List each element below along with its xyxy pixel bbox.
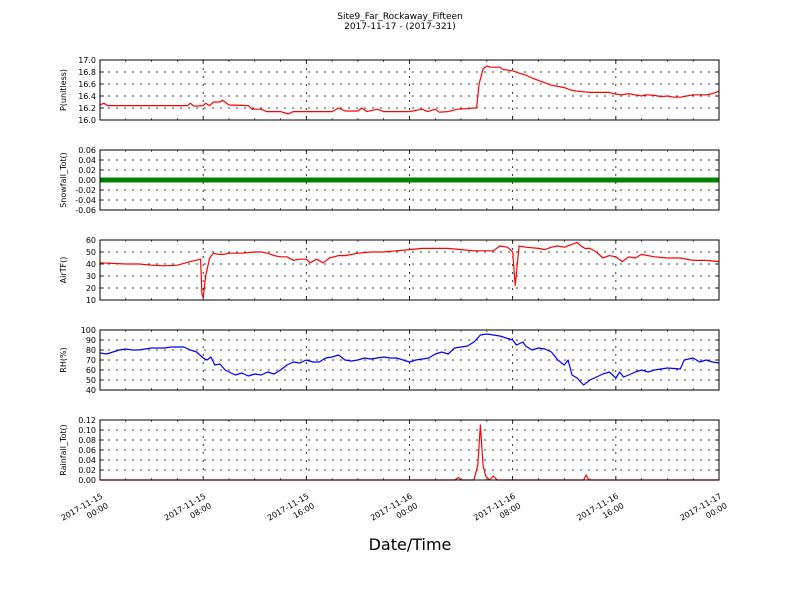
panel-frame bbox=[99, 419, 720, 481]
y-tick-label: 0.04 bbox=[78, 156, 96, 165]
y-axis-label: Rainfall_Tot() bbox=[59, 424, 68, 476]
y-tick-label: 0.02 bbox=[78, 166, 96, 175]
y-tick-label: 16.8 bbox=[78, 68, 96, 77]
panel-2: 10 20 30 40 50 60 AirTF() bbox=[59, 236, 720, 305]
panel-1: -0.06-0.04-0.020.000.020.040.06 Snowfall_… bbox=[59, 146, 720, 215]
y-tick-label: 0.02 bbox=[78, 466, 96, 475]
y-tick-label: -0.06 bbox=[75, 206, 96, 215]
y-tick-label: 0.06 bbox=[78, 146, 96, 155]
y-axis-label: Snowfall_Tot() bbox=[59, 152, 68, 208]
panel-4: 0.000.020.040.060.080.100.12 Rainfall_Tot… bbox=[59, 416, 720, 485]
y-tick-label: 16.6 bbox=[78, 80, 96, 89]
panel-frame bbox=[99, 329, 720, 391]
series-line-0 bbox=[99, 333, 720, 386]
panel-frame bbox=[99, 239, 720, 301]
y-tick-label: -0.04 bbox=[75, 196, 96, 205]
y-tick-label: 70 bbox=[86, 356, 96, 365]
y-tick-label: 100 bbox=[81, 326, 96, 335]
y-tick-label: 60 bbox=[86, 236, 96, 245]
y-tick-label: 0.00 bbox=[78, 476, 96, 485]
y-tick-label: 0.12 bbox=[78, 416, 96, 425]
figure-title-line1: Site9_Far_Rockaway_Fifteen bbox=[337, 12, 463, 22]
y-tick-label: 0.04 bbox=[78, 456, 96, 465]
y-tick-label: 80 bbox=[86, 346, 96, 355]
y-tick-label: 0.06 bbox=[78, 446, 96, 455]
y-tick-label: 40 bbox=[86, 386, 96, 395]
y-tick-label: 50 bbox=[86, 248, 96, 257]
y-tick-label: 16.2 bbox=[78, 104, 96, 113]
series-line-0 bbox=[99, 241, 720, 299]
y-tick-label: 16.4 bbox=[78, 92, 96, 101]
y-axis-label: P(unitless) bbox=[59, 69, 68, 111]
y-tick-label: 90 bbox=[86, 336, 96, 345]
y-tick-label: 0.08 bbox=[78, 436, 96, 445]
y-tick-label: 60 bbox=[86, 366, 96, 375]
y-tick-label: 16.0 bbox=[78, 116, 96, 125]
y-axis-label: AirTF() bbox=[59, 257, 68, 284]
chart-panels: 16.0 16.2 16.4 16.6 16.8 17.0 P(unitless) -0.06… bbox=[59, 56, 720, 485]
panel-0: 16.0 16.2 16.4 16.6 16.8 17.0 P(unitless) bbox=[59, 56, 720, 125]
y-tick-label: 40 bbox=[86, 260, 96, 269]
y-axis-label: RH(%) bbox=[59, 347, 68, 372]
y-tick-label: 0.00 bbox=[78, 176, 96, 185]
series-line-0 bbox=[99, 65, 720, 115]
y-tick-label: 30 bbox=[86, 272, 96, 281]
panel-frame bbox=[99, 59, 720, 121]
y-tick-label: 50 bbox=[86, 376, 96, 385]
y-tick-label: 10 bbox=[86, 296, 96, 305]
series-line-0 bbox=[100, 424, 719, 481]
x-axis-label: Date/Time bbox=[369, 535, 452, 554]
panel-frame bbox=[99, 149, 720, 211]
figure-title-line2: 2017-11-17 - (2017-321) bbox=[344, 22, 456, 32]
y-tick-label: 0.10 bbox=[78, 426, 96, 435]
y-tick-label: 17.0 bbox=[78, 56, 96, 65]
y-tick-label: 20 bbox=[86, 284, 96, 293]
y-tick-label: -0.02 bbox=[75, 186, 96, 195]
